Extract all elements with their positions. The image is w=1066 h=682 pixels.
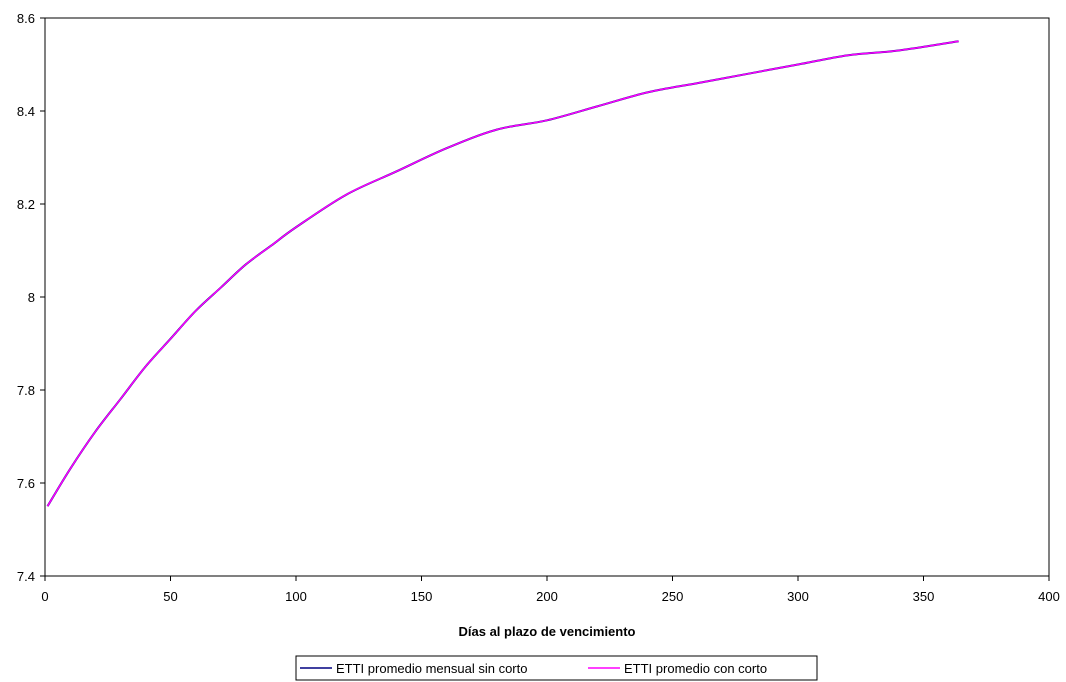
- x-tick-label: 250: [662, 589, 684, 604]
- series-lines: [46, 40, 959, 507]
- y-tick-label: 8.2: [17, 197, 35, 212]
- y-tick-label: 7.4: [17, 569, 35, 584]
- x-tick-label: 300: [787, 589, 809, 604]
- y-tick-label: 8.4: [17, 104, 35, 119]
- y-tick-label: 7.8: [17, 383, 35, 398]
- y-tick-label: 8.6: [17, 11, 35, 26]
- series-line-2: [46, 40, 959, 507]
- x-axis-title: Días al plazo de vencimiento: [459, 624, 636, 639]
- y-axis: 7.4 7.6 7.8 8 8.2 8.4 8.6: [17, 11, 45, 584]
- y-tick-label: 7.6: [17, 476, 35, 491]
- legend: ETTI promedio mensual sin corto ETTI prom…: [295, 655, 818, 681]
- x-tick-label: 400: [1038, 589, 1060, 604]
- x-tick-label: 50: [163, 589, 177, 604]
- x-tick-label: 200: [536, 589, 558, 604]
- legend-box: [295, 655, 818, 681]
- x-tick-label: 150: [411, 589, 433, 604]
- x-tick-label: 350: [913, 589, 935, 604]
- y-tick-label: 8: [28, 290, 35, 305]
- x-tick-label: 100: [285, 589, 307, 604]
- plot-area: [44, 17, 1050, 577]
- legend-label-2: ETTI promedio con corto: [624, 661, 767, 676]
- x-tick-label: 0: [41, 589, 48, 604]
- legend-label-1: ETTI promedio mensual sin corto: [336, 661, 527, 676]
- x-axis: 0 50 100 150 200 250 300 350 400: [41, 576, 1060, 604]
